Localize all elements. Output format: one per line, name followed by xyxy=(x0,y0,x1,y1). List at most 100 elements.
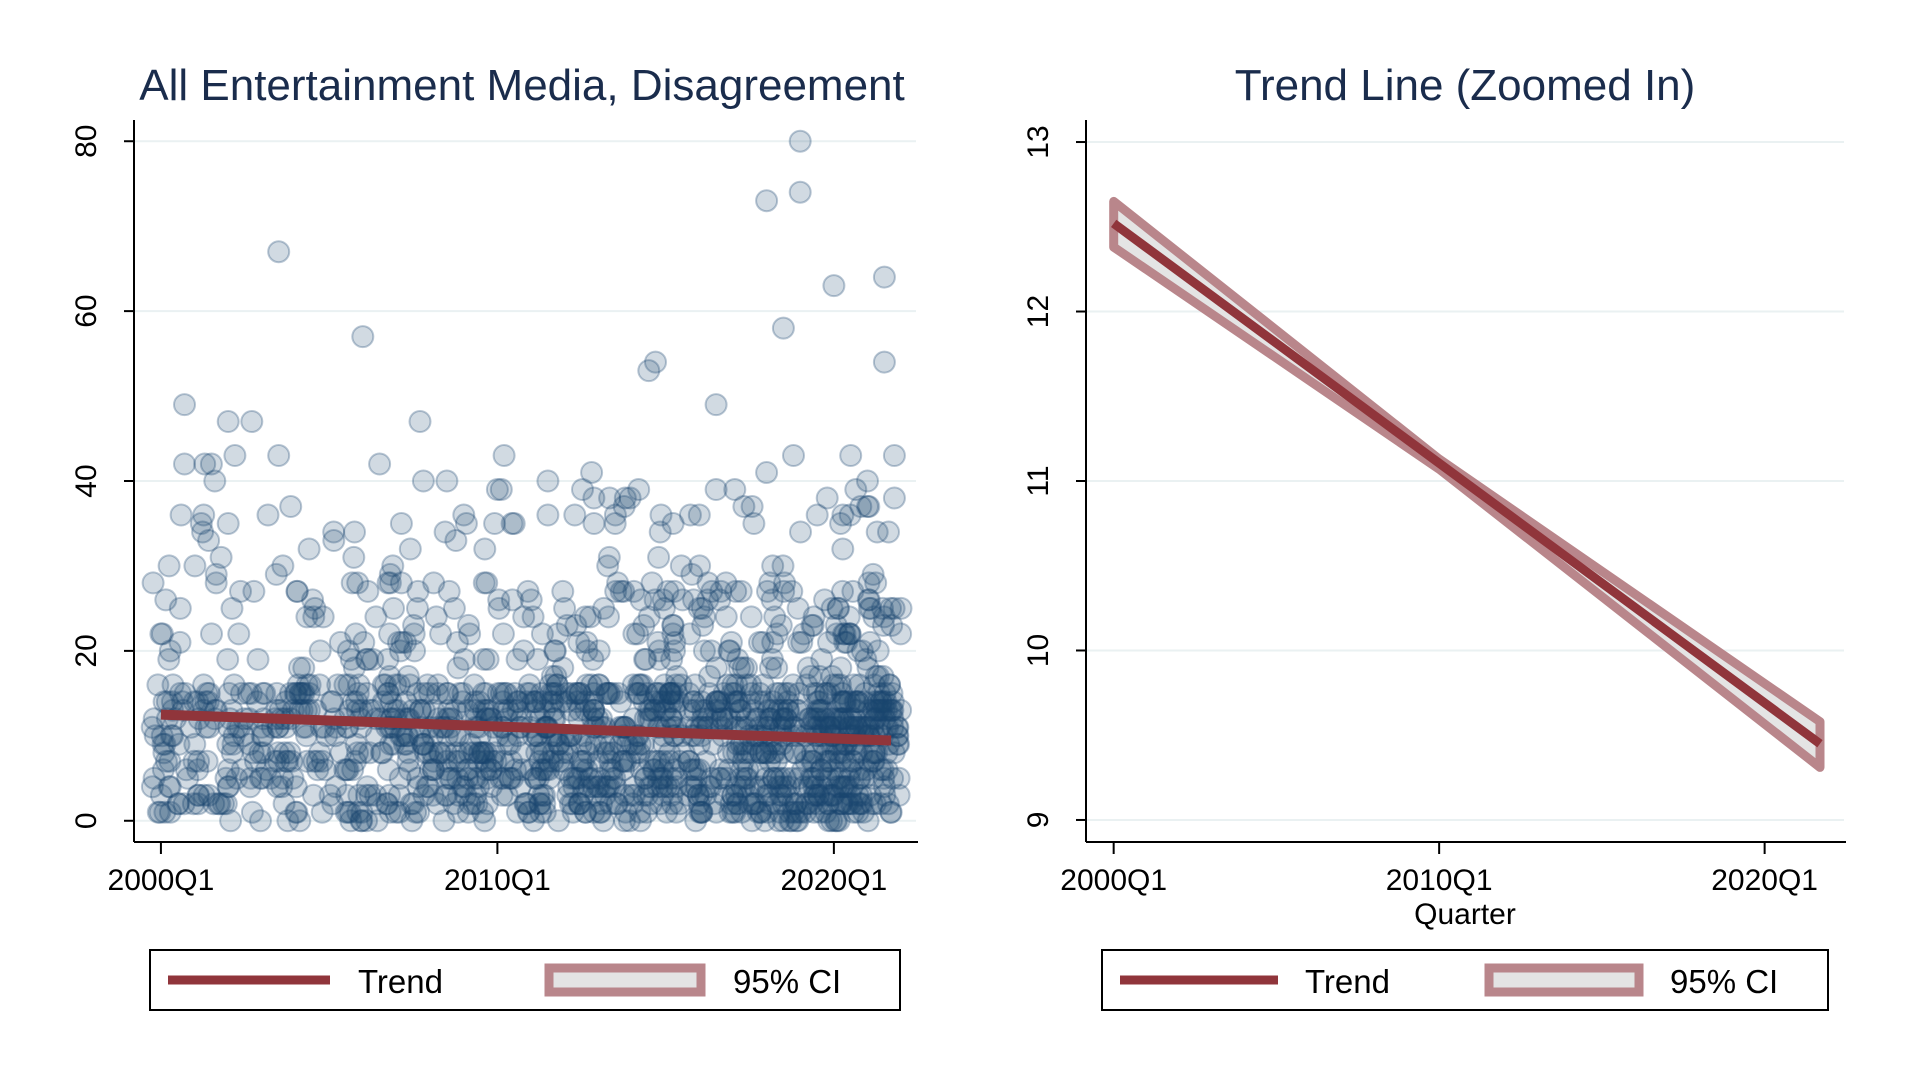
scatter-point xyxy=(368,452,392,476)
scatter-point xyxy=(740,809,764,833)
scatter-point xyxy=(475,571,499,595)
scatter-point xyxy=(728,698,752,722)
scatter-point xyxy=(628,673,652,697)
scatter-point xyxy=(580,673,604,697)
scatter-point xyxy=(355,647,378,671)
scatter-point xyxy=(251,724,275,748)
scatter-point xyxy=(720,681,744,705)
scatter-point xyxy=(658,749,682,773)
scatter-point xyxy=(596,554,620,578)
scatter-point xyxy=(833,630,857,654)
scatter-point xyxy=(649,503,673,527)
scatter-point xyxy=(778,775,802,799)
scatter-point xyxy=(668,749,692,773)
scatter-point xyxy=(704,478,728,501)
scatter-point xyxy=(308,741,332,765)
scatter-point xyxy=(765,681,789,705)
scatter-point xyxy=(474,698,498,722)
scatter-point xyxy=(771,316,795,340)
scatter-point xyxy=(711,707,735,731)
scatter-point xyxy=(627,681,651,705)
scatter-point xyxy=(159,724,183,748)
scatter-point xyxy=(378,800,402,824)
scatter-point xyxy=(467,741,491,765)
scatter-point xyxy=(373,673,397,697)
scatter-point xyxy=(734,673,758,697)
scatter-point xyxy=(776,698,800,722)
scatter-point xyxy=(732,741,756,765)
scatter-point xyxy=(618,486,642,510)
scatter-point xyxy=(810,647,834,671)
scatter-point xyxy=(671,588,695,612)
scatter-point xyxy=(794,800,817,824)
scatter-point xyxy=(470,741,494,765)
scatter-point xyxy=(663,698,687,722)
scatter-point xyxy=(792,775,815,799)
scatter-point xyxy=(586,749,610,773)
scatter-point xyxy=(186,783,210,807)
scatter-point xyxy=(458,792,482,816)
scatter-point xyxy=(626,622,650,646)
scatter-point xyxy=(652,749,675,773)
scatter-point xyxy=(398,758,422,782)
scatter-point xyxy=(765,792,789,816)
scatter-point xyxy=(758,571,782,595)
scatter-point xyxy=(774,775,798,799)
scatter-point xyxy=(637,775,661,799)
y-tick-label: 11 xyxy=(1022,465,1055,496)
scatter-point xyxy=(719,630,743,654)
scatter-point xyxy=(647,647,671,671)
scatter-point xyxy=(341,690,365,714)
scatter-point xyxy=(596,741,620,765)
scatter-point xyxy=(723,478,747,501)
scatter-point xyxy=(735,656,759,680)
scatter-point xyxy=(476,647,500,671)
scatter-point xyxy=(462,792,486,816)
scatter-point xyxy=(557,775,581,799)
scatter-point xyxy=(732,495,756,518)
scatter-point xyxy=(537,749,561,773)
scatter-point xyxy=(846,690,870,714)
scatter-point xyxy=(230,758,254,782)
scatter-point xyxy=(590,792,613,816)
scatter-point xyxy=(801,749,825,773)
scatter-point xyxy=(376,681,400,705)
scatter-point xyxy=(832,707,856,731)
scatter-point xyxy=(578,605,602,629)
scatter-point xyxy=(829,690,853,714)
scatter-point xyxy=(216,758,240,782)
scatter-point xyxy=(690,800,714,824)
scatter-point xyxy=(452,503,476,527)
scatter-point xyxy=(813,707,837,731)
scatter-point xyxy=(744,707,768,731)
y-tick-labels: 9 10 11 12 13 xyxy=(1022,125,1055,828)
scatter-point xyxy=(295,724,318,748)
scatter-point xyxy=(479,758,503,782)
scatter-point xyxy=(668,792,692,816)
scatter-point xyxy=(776,690,800,714)
scatter-point xyxy=(844,690,868,714)
scatter-point xyxy=(646,749,670,773)
scatter-point xyxy=(161,673,185,697)
scatter-point xyxy=(246,647,270,671)
scatter-point xyxy=(714,571,738,595)
scatter-point xyxy=(390,630,414,654)
scatter-point xyxy=(265,681,289,705)
scatter-point xyxy=(322,529,346,552)
scatter-point xyxy=(206,792,230,816)
scatter-point xyxy=(802,783,826,807)
scatter-point xyxy=(471,698,495,722)
scatter-point xyxy=(288,681,312,705)
scatter-point xyxy=(762,766,785,790)
scatter-point xyxy=(541,690,564,714)
scatter-point xyxy=(726,741,750,765)
scatter-point xyxy=(547,732,571,756)
scatter-point xyxy=(498,766,522,790)
scatter-point xyxy=(744,792,768,816)
scatter-point xyxy=(794,792,818,816)
scatter-point xyxy=(751,741,775,765)
scatter-point xyxy=(451,681,475,705)
scatter-point xyxy=(810,698,834,722)
scatter-point xyxy=(786,596,810,620)
